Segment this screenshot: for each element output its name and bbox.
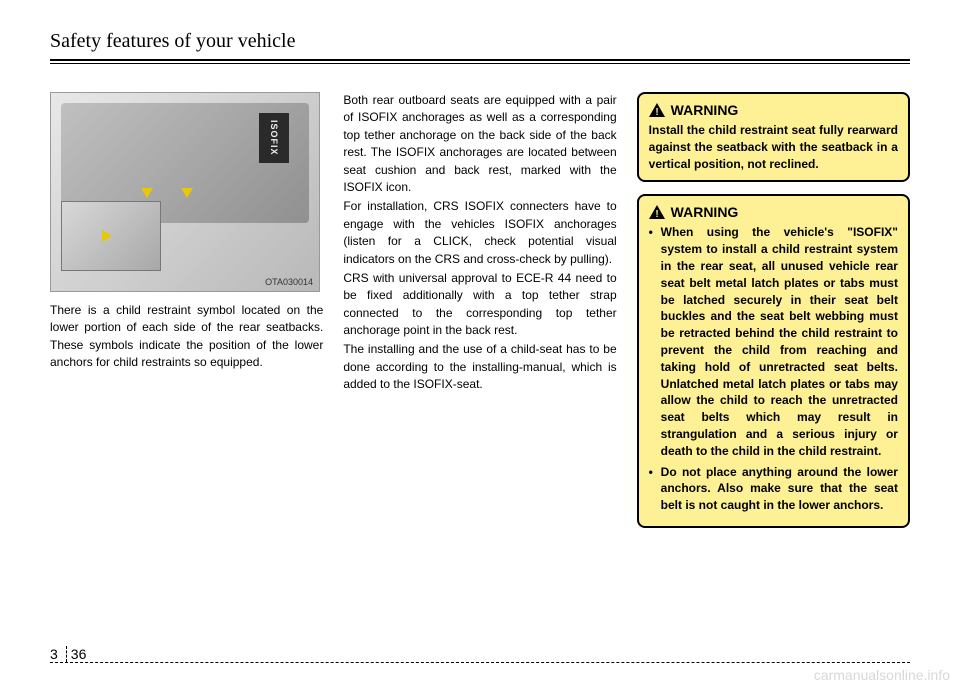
page-footer: 3 36 [50,654,910,663]
warning-box-2: ! WARNING When using the vehicle's "ISOF… [637,194,910,528]
header-rule-thin [50,63,910,64]
paragraph: CRS with universal approval to ECE-R 44 … [343,270,616,340]
paragraph: Both rear outboard seats are equipped wi… [343,92,616,196]
warning-text: Install the child restraint seat fully r… [649,122,898,172]
isofix-label: ISOFIX [259,113,289,163]
arrow-icon [141,188,153,198]
manual-page: Safety features of your vehicle ISOFIX O… [0,0,960,689]
chapter-title: Safety features of your vehicle [50,30,910,53]
figure-code: OTA030014 [265,277,313,287]
paragraph: For installation, CRS ISOFIX connecters … [343,198,616,268]
warning-list-item: When using the vehicle's "ISOFIX" system… [649,224,898,459]
warning-header: ! WARNING [649,204,898,220]
section-number: 3 [50,646,62,662]
watermark: carmanualsonline.info [814,667,950,683]
warning-list: When using the vehicle's "ISOFIX" system… [649,224,898,514]
paragraph: The installing and the use of a child-se… [343,341,616,393]
header-rule-thick [50,59,910,61]
column-1: ISOFIX OTA030014 There is a child restra… [50,92,323,540]
warning-header: ! WARNING [649,102,898,118]
content-columns: ISOFIX OTA030014 There is a child restra… [50,92,910,540]
caption-text: There is a child restraint symbol locate… [50,302,323,372]
warning-triangle-icon: ! [649,103,665,117]
warning-box-1: ! WARNING Install the child restraint se… [637,92,910,182]
svg-text:!: ! [655,107,658,117]
page-number-block: 3 36 [50,646,90,662]
footer-rule [50,662,910,663]
isofix-figure: ISOFIX OTA030014 [50,92,320,292]
warning-list-item: Do not place anything around the lower a… [649,464,898,514]
column-3: ! WARNING Install the child restraint se… [637,92,910,540]
arrow-icon [181,188,193,198]
column-2: Both rear outboard seats are equipped wi… [343,92,616,540]
page-divider [66,646,67,662]
arrow-icon [102,230,112,242]
page-header: Safety features of your vehicle [50,30,910,64]
page-number: 36 [71,646,87,662]
body-paragraphs: Both rear outboard seats are equipped wi… [343,92,616,394]
figure-caption: There is a child restraint symbol locate… [50,302,323,372]
svg-text:!: ! [655,209,658,219]
warning-triangle-icon: ! [649,205,665,219]
warning-title: WARNING [671,204,739,220]
warning-title: WARNING [671,102,739,118]
